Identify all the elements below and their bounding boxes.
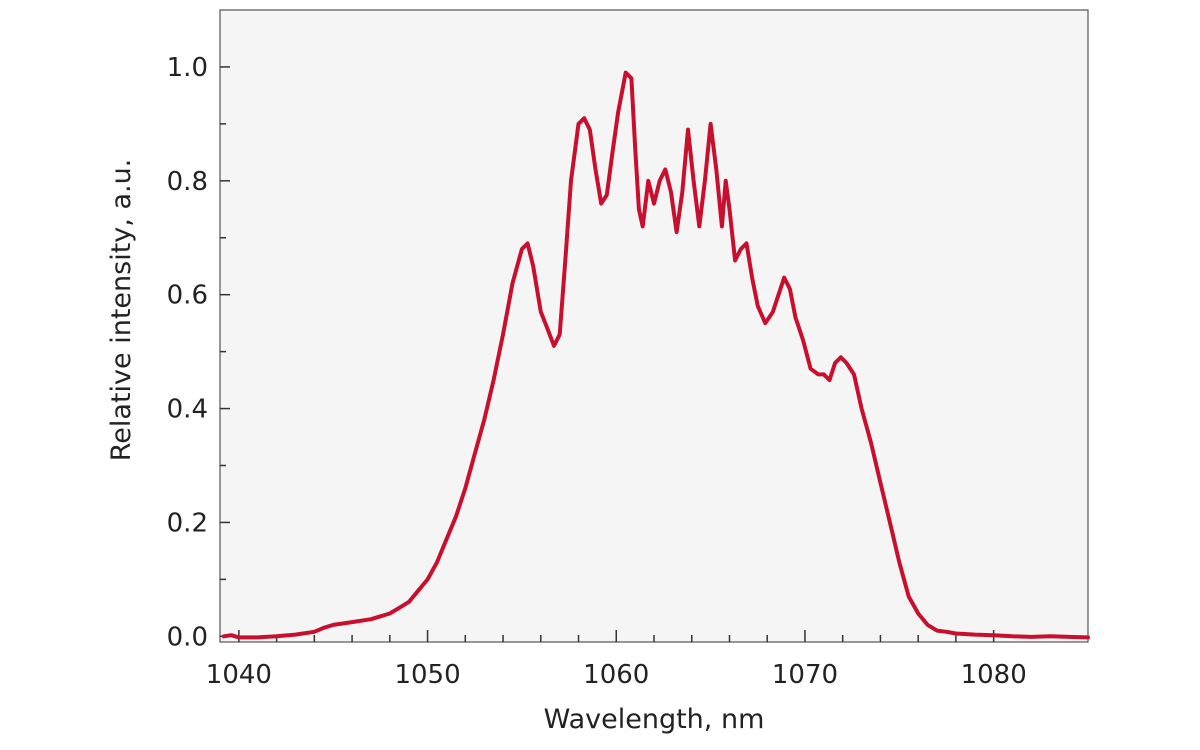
- tick-labels: 1040 1050 1060 1070 1080 0.0 0.2 0.4 0.6 0.8 1.0: [167, 53, 1027, 690]
- y-tick-label: 1.0: [167, 53, 208, 83]
- x-tick-label: 1080: [961, 660, 1027, 690]
- y-tick-label: 0.8: [167, 167, 208, 197]
- x-tick-label: 1040: [206, 660, 272, 690]
- x-axis-label: Wavelength, nm: [544, 704, 765, 735]
- x-tick-label: 1060: [583, 660, 649, 690]
- x-tick-label: 1070: [772, 660, 838, 690]
- y-tick-label: 0.4: [167, 395, 208, 425]
- y-tick-label: 0.0: [167, 622, 208, 652]
- y-axis-label: Relative intensity, a.u.: [106, 159, 137, 462]
- intensity-series-line: [221, 70, 1090, 640]
- plot-area: [219, 9, 1089, 643]
- x-tick-label: 1050: [394, 660, 460, 690]
- y-tick-label: 0.6: [167, 281, 208, 311]
- y-tick-label: 0.2: [167, 508, 208, 538]
